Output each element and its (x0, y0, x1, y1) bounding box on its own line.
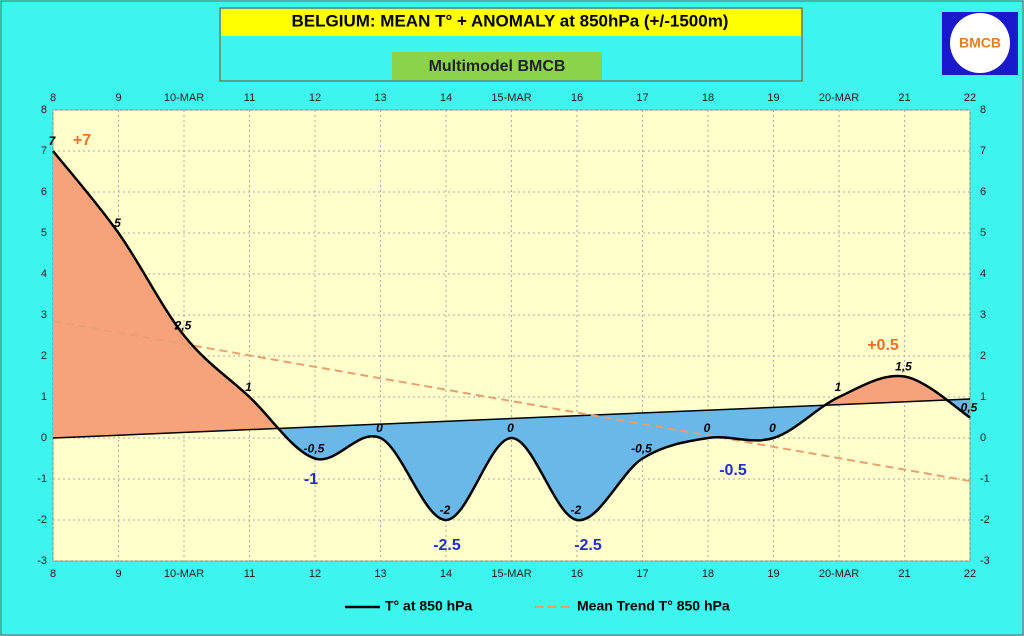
y-tick-label: 7 (41, 145, 47, 157)
x-tick-label: 14 (440, 568, 452, 580)
y-tick-label: -1 (37, 473, 47, 485)
y2-tick-label: 6 (980, 186, 986, 198)
y2-tick-label: 4 (980, 268, 986, 280)
y2-tick-label: -1 (980, 473, 990, 485)
x-top-tick-label: 12 (309, 92, 321, 104)
chart-subtitle: Multimodel BMCB (429, 58, 566, 75)
x-top-tick-label: 17 (636, 92, 648, 104)
annotation: -2.5 (574, 537, 602, 554)
y2-tick-label: 0 (980, 432, 986, 444)
y2-tick-label: 2 (980, 350, 986, 362)
y-tick-label: -3 (37, 555, 47, 567)
x-top-tick-label: 18 (702, 92, 714, 104)
x-tick-label: 8 (50, 568, 56, 580)
annotation: -0.5 (719, 462, 747, 479)
data-label: 0,5 (961, 401, 978, 415)
y2-tick-label: 5 (980, 227, 986, 239)
x-top-tick-label: 11 (244, 92, 255, 104)
data-label: -2 (440, 503, 451, 517)
chart-title: BELGIUM: MEAN T° + ANOMALY at 850hPa (+/… (292, 11, 729, 30)
data-label: 5 (114, 216, 121, 230)
x-top-tick-label: 15-MAR (491, 92, 531, 104)
reference-line (52, 398, 971, 439)
x-tick-label: 21 (898, 568, 910, 580)
x-top-tick-label: 19 (767, 92, 779, 104)
x-tick-label: 13 (374, 568, 386, 580)
x-tick-label: 20-MAR (819, 568, 859, 580)
x-top-tick-label: 16 (571, 92, 583, 104)
y2-tick-label: 1 (980, 391, 986, 403)
logo-text: BMCB (959, 35, 1001, 51)
y2-tick-label: 3 (980, 309, 986, 321)
y2-tick-label: -2 (980, 514, 990, 526)
x-tick-label: 12 (309, 568, 321, 580)
x-top-tick-label: 10-MAR (164, 92, 204, 104)
data-label: 0 (704, 421, 711, 435)
y-tick-label: 0 (41, 432, 47, 444)
x-top-tick-label: 20-MAR (819, 92, 859, 104)
annotation: +0.5 (867, 337, 899, 354)
data-label: 7 (49, 134, 57, 148)
x-top-tick-label: 22 (964, 92, 976, 104)
legend-label: Mean Trend T° 850 hPa (577, 598, 730, 614)
temperature-line (52, 150, 971, 522)
y-tick-label: 1 (41, 391, 47, 403)
x-tick-label: 11 (244, 568, 255, 580)
data-label: -0,5 (631, 442, 652, 456)
x-top-tick-label: 9 (115, 92, 121, 104)
y-tick-label: 2 (41, 350, 47, 362)
data-label: 1 (835, 380, 842, 394)
data-label: 1 (245, 380, 252, 394)
x-tick-label: 18 (702, 568, 714, 580)
logo-circle (950, 13, 1010, 73)
data-label: -2 (571, 503, 582, 517)
x-tick-label: 19 (767, 568, 779, 580)
data-label: -0,5 (304, 442, 325, 456)
x-tick-label: 22 (964, 568, 976, 580)
x-top-tick-label: 14 (440, 92, 452, 104)
x-tick-label: 15-MAR (491, 568, 531, 580)
y-tick-label: 4 (41, 268, 47, 280)
anomaly-area-below (53, 399, 970, 521)
y-tick-label: 8 (41, 104, 47, 116)
x-tick-label: 17 (636, 568, 648, 580)
x-top-tick-label: 21 (898, 92, 910, 104)
data-label: 0 (507, 421, 514, 435)
data-label: 2,5 (174, 319, 192, 333)
y2-tick-label: 8 (980, 104, 986, 116)
annotation: +7 (73, 132, 91, 149)
x-tick-label: 10-MAR (164, 568, 204, 580)
y-tick-label: 5 (41, 227, 47, 239)
x-tick-label: 16 (571, 568, 583, 580)
y-tick-label: -2 (37, 514, 47, 526)
data-label: 0 (769, 421, 776, 435)
subtitle-box (392, 52, 602, 80)
x-top-tick-label: 13 (374, 92, 386, 104)
title-band (221, 9, 801, 36)
y2-tick-label: 7 (980, 145, 986, 157)
y-tick-label: 3 (41, 309, 47, 321)
data-label: 1,5 (895, 360, 912, 374)
annotation: -2.5 (433, 537, 461, 554)
y2-tick-label: -3 (980, 555, 990, 567)
data-label: 0 (376, 421, 383, 435)
legend-label: T° at 850 hPa (385, 598, 473, 614)
annotation: -1 (304, 471, 318, 488)
x-tick-label: 9 (115, 568, 121, 580)
x-top-tick-label: 8 (50, 92, 56, 104)
y-tick-label: 6 (41, 186, 47, 198)
